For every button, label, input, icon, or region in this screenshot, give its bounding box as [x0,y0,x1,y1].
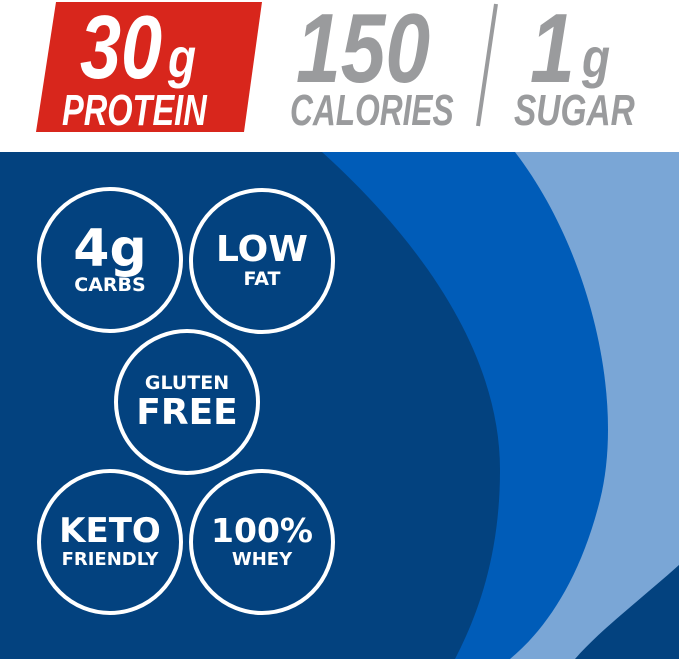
sugar-label: SUGAR [514,86,635,135]
badge-ring-whey [189,469,335,615]
badge-ring-keto-friendly [37,469,183,615]
badge-low-fat-small: FAT [243,268,281,290]
badge-keto-friendly-big: KETO [59,511,161,551]
badge-gluten-free: GLUTEN FREE [116,331,258,473]
sugar-unit: g [582,26,611,89]
divider [476,3,498,127]
protein-box [36,2,262,132]
badge-ring-carbs [37,187,183,333]
badge-ring-gluten-free [114,329,260,475]
badge-whey: 100% WHEY [191,471,333,613]
badge-carbs-big: 4g [73,219,147,279]
badge-keto-friendly: KETO FRIENDLY [39,471,181,613]
sugar-value: 1 [530,0,575,103]
protein-unit: g [168,26,197,89]
badge-gluten-free-big: FREE [136,392,238,433]
calories-label: CALORIES [290,86,454,135]
badge-whey-small: WHEY [231,549,293,570]
badge-carbs: 4g CARBS [39,189,181,331]
badge-ring-low-fat [189,188,335,334]
navy-corner [575,565,679,659]
navy-region [0,152,500,659]
protein-label: PROTEIN [62,86,207,135]
protein-value: 30 [80,0,163,98]
badge-low-fat-big: LOW [216,229,308,270]
badge-low-fat: LOW FAT [191,190,333,332]
badge-carbs-small: CARBS [74,274,146,296]
badge-gluten-free-small: GLUTEN [144,372,230,394]
badge-whey-big: 100% [211,511,313,550]
calories-value: 150 [296,0,431,103]
badge-keto-friendly-small: FRIENDLY [61,549,159,570]
